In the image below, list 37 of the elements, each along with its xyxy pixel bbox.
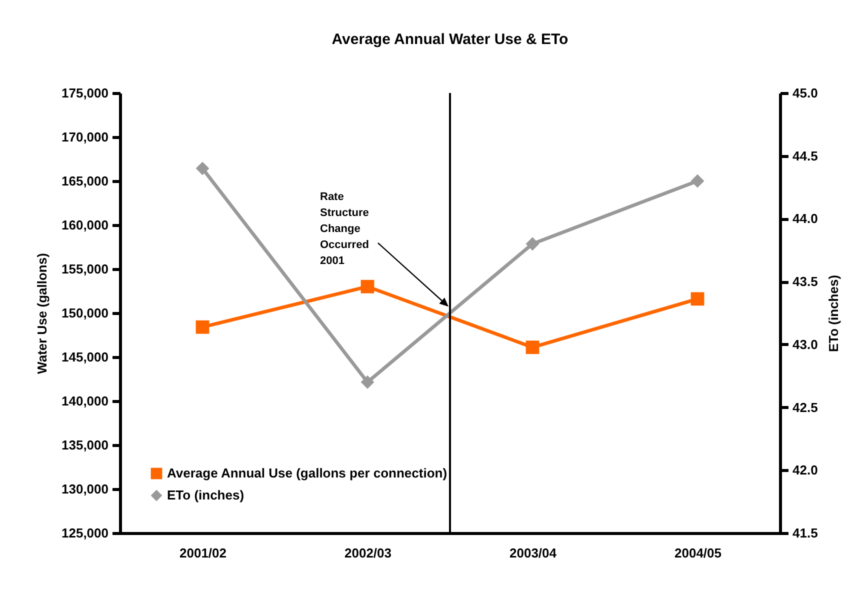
x-tick-label: 2004/05	[674, 546, 722, 560]
legend-label: ETo (inches)	[167, 488, 244, 502]
y-tick-label: 165,000	[62, 174, 108, 188]
y2-tick-label: 42.0	[792, 462, 818, 478]
y2-tick-label: 44.0	[792, 211, 818, 226]
y2-tick-label: 41.5	[792, 526, 818, 540]
point	[196, 162, 210, 176]
y2-tick-label: 42.5	[792, 400, 818, 415]
y-tick-label: 125,000	[62, 526, 108, 540]
y2-axis-title: ETo (inches)	[826, 274, 841, 352]
y-tick-label: 175,000	[62, 86, 108, 100]
x-tick-label: 2001/02	[180, 546, 226, 560]
y2-tick-label: 44.5	[792, 148, 818, 164]
annotation: Rate Structure Change Occurred 2001	[320, 191, 369, 267]
y-tick-label: 135,000	[62, 438, 108, 452]
chart-title: Average Annual Water Use & ETo	[332, 31, 568, 48]
x-tick-label: 2003/04	[510, 546, 558, 560]
y-tick-label: 155,000	[62, 262, 108, 276]
y-tick-label: 150,000	[62, 306, 108, 320]
point	[690, 174, 704, 188]
y2-tick-label: 43.0	[792, 336, 818, 352]
point	[360, 375, 374, 389]
point	[526, 340, 540, 354]
y-tick-label: 130,000	[62, 482, 108, 496]
y-tick-label: 170,000	[62, 130, 108, 144]
point	[690, 292, 704, 306]
y-tick-label: 145,000	[62, 350, 108, 364]
y-tick-label: 140,000	[62, 394, 108, 408]
y2-tick-label: 43.5	[792, 274, 818, 290]
y-tick-label: 160,000	[62, 218, 108, 232]
y2-tick-label: 45.0	[792, 86, 818, 100]
legend-label: Average Annual Use (gallons per connection)	[167, 466, 448, 480]
point	[196, 320, 210, 334]
point	[526, 237, 540, 251]
y-axis-title: Water Use (gallons)	[34, 253, 50, 374]
x-tick-label: 2002/03	[344, 546, 392, 560]
point	[360, 280, 374, 294]
